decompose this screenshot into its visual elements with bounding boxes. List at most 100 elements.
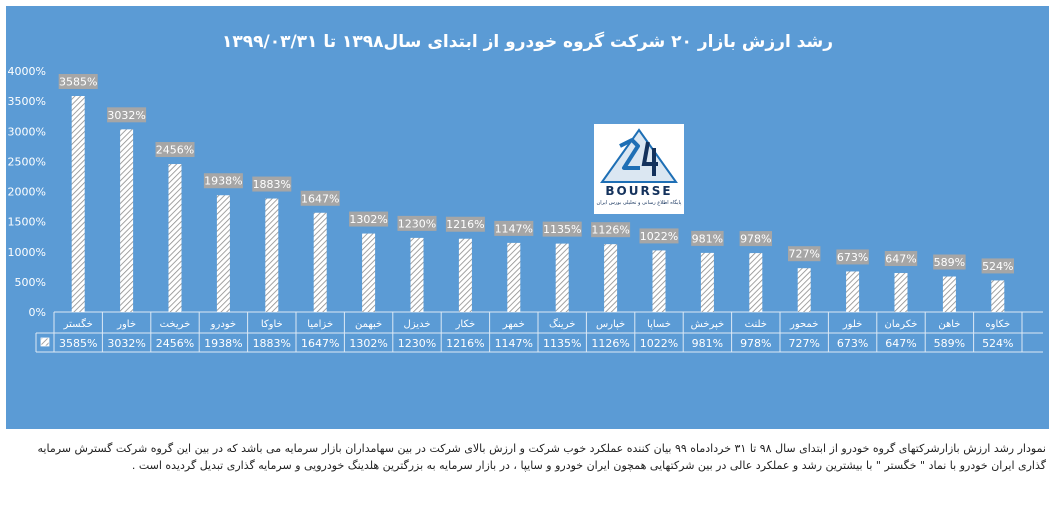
data-label: 1022% [640, 230, 678, 243]
x-tick-label: خدیزل [404, 319, 431, 330]
table-cell: 1647% [301, 337, 339, 350]
data-label: 1938% [204, 175, 242, 188]
y-tick-label: 2000% [8, 186, 46, 199]
x-tick-label: خمحور [789, 319, 818, 330]
table-cell: 3032% [107, 337, 145, 350]
data-label: 1147% [495, 222, 533, 235]
data-label-box [107, 107, 147, 123]
bar [555, 243, 569, 312]
data-label: 981% [692, 232, 723, 245]
data-label-box [155, 142, 195, 158]
data-label: 647% [885, 253, 916, 266]
bar [749, 253, 763, 312]
caption-line-1: نمودار رشد ارزش بازارشرکتهای گروه خودرو … [37, 442, 1046, 455]
data-label: 1883% [253, 178, 291, 191]
x-tick-label: خپرخش [691, 319, 725, 330]
table-cell: 1216% [446, 337, 484, 350]
y-tick-label: 4000% [8, 65, 46, 78]
chart-panel: رشد ارزش بازار ۲۰ شرکت گروه خودرو از ابت… [6, 6, 1049, 429]
data-label-box [884, 251, 918, 267]
bar [458, 238, 472, 312]
x-tick-label: خزامیا [307, 319, 333, 330]
bar-chart: 0% 500% 1000% 1500% 2000% 2500% 3000% 3500% 4000… [8, 65, 1043, 353]
bar [71, 96, 85, 312]
x-tick-label: خرینگ [549, 318, 575, 330]
x-tick-label: خپارس [596, 319, 625, 330]
data-label: 978% [740, 233, 771, 246]
table-cell: 1126% [591, 337, 629, 350]
data-label: 589% [934, 256, 965, 269]
x-tick-label: خساپا [647, 319, 671, 330]
bar [168, 164, 182, 312]
data-label: 673% [837, 251, 868, 264]
table-cell: 978% [740, 337, 771, 350]
x-tick-label: خکاوه [985, 319, 1010, 330]
table-cell: 673% [837, 337, 868, 350]
y-tick-label: 3500% [8, 95, 46, 108]
caption-line-2: گذاری ایران خودرو با نماد " خگستر " با ب… [131, 459, 1046, 472]
table-cell: 1147% [495, 337, 533, 350]
data-label-box [981, 258, 1014, 274]
data-label: 524% [982, 260, 1013, 273]
table-cell: 1883% [253, 337, 291, 350]
data-label: 2456% [156, 144, 194, 157]
data-label-box [58, 74, 98, 90]
y-tick-label: 2500% [8, 155, 46, 168]
table-cell: 1302% [349, 337, 387, 350]
data-label-box [788, 246, 821, 262]
x-tick-label: خلور [842, 319, 863, 330]
table-cell: 2456% [156, 337, 194, 350]
table-cell: 1022% [640, 337, 678, 350]
bar [362, 233, 376, 312]
data-label-box [739, 231, 772, 247]
x-tick-label: خکار [455, 319, 476, 330]
logo-subtitle: پایگاه اطلاع رسانی و تحلیلی بورس ایران [596, 200, 682, 206]
bar [216, 195, 230, 312]
x-tick-label: خاور [116, 319, 136, 330]
x-tick-label: خبهمن [355, 319, 382, 330]
data-label-box [691, 230, 724, 246]
data-label-box [397, 215, 437, 231]
caption: نمودار رشد ارزش بازارشرکتهای گروه خودرو … [10, 440, 1046, 474]
bar [846, 271, 860, 312]
data-label: 1647% [301, 192, 339, 205]
table-cell: 524% [982, 337, 1013, 350]
logo-word: BOURSE [605, 184, 673, 198]
bourse-logo: BOURSE پایگاه اطلاع رسانی و تحلیلی بورس … [594, 124, 684, 214]
bar [120, 129, 134, 312]
data-label-box [445, 216, 485, 232]
bar [942, 276, 956, 312]
table-cell: 3585% [59, 337, 97, 350]
table-cell: 1135% [543, 337, 581, 350]
data-label: 727% [788, 248, 819, 261]
bar [604, 244, 618, 312]
x-tick-label: خاهن [938, 319, 960, 330]
x-tick-label: خریخت [160, 319, 191, 330]
bar [313, 212, 327, 312]
data-label-box [349, 211, 389, 227]
x-tick-label: خودرو [210, 319, 236, 330]
bar [797, 268, 811, 312]
data-label: 1230% [398, 217, 436, 230]
chart-title: رشد ارزش بازار ۲۰ شرکت گروه خودرو از ابت… [221, 32, 834, 52]
x-tick-label: خلنت [745, 319, 767, 330]
y-tick-label: 500% [15, 276, 46, 289]
table-cell: 647% [885, 337, 916, 350]
data-label-box [933, 254, 966, 270]
data-label: 3585% [59, 76, 97, 89]
data-label-box [494, 220, 534, 236]
x-tick-label: خکرمان [885, 319, 918, 330]
bar [410, 237, 424, 312]
bar [507, 242, 521, 312]
bar [652, 250, 666, 312]
y-tick-label: 1500% [8, 216, 46, 229]
y-tick-label: 3000% [8, 125, 46, 138]
bar [894, 273, 908, 312]
data-label: 1126% [591, 224, 629, 237]
data-label: 3032% [107, 109, 145, 122]
data-label: 1135% [543, 223, 581, 236]
legend-key [40, 337, 50, 347]
x-tick-label: خگستر [63, 318, 93, 330]
data-label-box [591, 222, 631, 238]
data-label-box [836, 249, 869, 265]
